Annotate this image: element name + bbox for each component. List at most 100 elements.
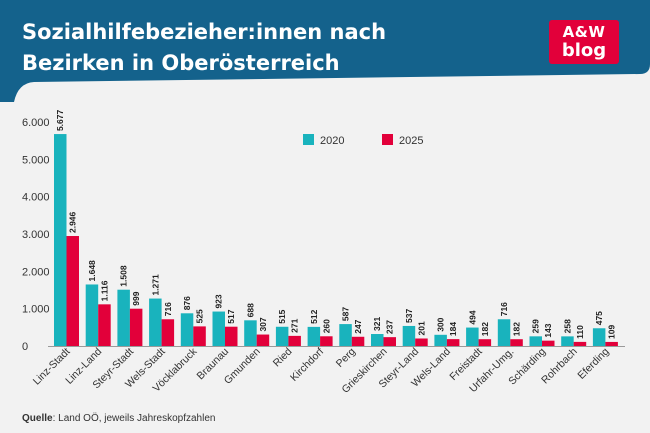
bar-2025 — [478, 339, 492, 346]
bar-value-label: 321 — [372, 317, 382, 331]
bar-2025 — [193, 326, 206, 346]
bar-2020 — [117, 289, 130, 346]
y-tick-label: 2.000 — [22, 266, 50, 278]
bar-2025 — [129, 308, 143, 346]
legend-label-2025: 2025 — [399, 135, 423, 147]
bar-2025 — [161, 319, 175, 346]
bar-value-label: 525 — [195, 309, 205, 323]
bar-value-label: 143 — [543, 323, 553, 337]
bar-value-label: 515 — [277, 309, 287, 323]
bar-2020 — [244, 320, 257, 346]
y-tick-label: 1.000 — [22, 304, 50, 316]
source-label: Quelle — [22, 413, 53, 424]
bar-2025 — [573, 341, 587, 346]
bar-value-label: 512 — [309, 309, 319, 323]
x-tick-label: Ried — [271, 346, 295, 370]
bar-2020 — [149, 298, 162, 346]
bar-value-label: 258 — [562, 319, 572, 333]
bar-value-label: 2.946 — [68, 211, 78, 233]
bar-value-label: 184 — [448, 322, 458, 336]
logo-line2: blog — [561, 40, 607, 61]
bar-value-label: 923 — [214, 294, 224, 308]
legend-swatch-2020 — [303, 134, 314, 145]
bar-value-label: 307 — [258, 317, 268, 331]
bar-value-label: 1.508 — [119, 265, 129, 287]
bar-2025 — [510, 339, 523, 346]
bar-value-label: 300 — [436, 317, 446, 331]
bar-2020 — [371, 334, 384, 346]
header: Sozialhilfebezieher:innen nach Bezirken … — [0, 0, 650, 102]
header-background — [0, 0, 650, 102]
x-tick-label: Eferding — [575, 346, 611, 382]
bar-2020 — [54, 134, 67, 346]
bar-2020 — [180, 313, 194, 346]
bar-value-label: 271 — [290, 318, 300, 332]
legend: 2020 2025 — [303, 134, 423, 147]
bar-value-label: 201 — [416, 321, 426, 335]
page-title: Sozialhilfebezieher:innen nach Bezirken … — [22, 20, 387, 75]
bar-value-label: 260 — [321, 319, 331, 333]
bar-2020 — [307, 326, 321, 346]
bar-2025 — [320, 336, 333, 346]
bar-2025 — [351, 336, 365, 346]
bars — [54, 134, 618, 346]
logo-line1: A&W — [562, 23, 606, 41]
bar-value-label: 876 — [182, 296, 192, 310]
bar-2025 — [415, 338, 428, 346]
y-tick-label: 3.000 — [22, 229, 50, 241]
x-tick-label: Kirchdorf — [288, 346, 326, 384]
bar-2025 — [66, 236, 79, 346]
bar-2025 — [383, 337, 396, 346]
bar-2020 — [85, 284, 99, 346]
aw-blog-logo[interactable]: A&W blog — [549, 20, 619, 64]
x-axis-labels: Linz-StadtLinz-LandSteyr-StadtWels-Stadt… — [31, 345, 612, 396]
bar-2025 — [605, 341, 618, 346]
bar-value-label: 517 — [226, 309, 236, 323]
y-tick-label: 5.000 — [22, 154, 50, 166]
bar-value-label: 716 — [499, 302, 509, 316]
bar-2020 — [529, 336, 542, 346]
y-tick-label: 4.000 — [22, 192, 50, 204]
bar-2020 — [275, 326, 289, 346]
bar-value-label: 537 — [404, 308, 414, 322]
bar-2025 — [446, 339, 460, 346]
legend-swatch-2025 — [382, 134, 393, 145]
bar-2020 — [466, 327, 479, 346]
bar-value-label: 1.116 — [99, 280, 109, 301]
bar-value-label: 494 — [467, 310, 477, 324]
bar-value-label: 688 — [245, 303, 255, 317]
bar-value-label: 587 — [341, 307, 351, 321]
bar-2025 — [98, 304, 111, 346]
y-tick-label: 0 — [22, 341, 28, 353]
bar-2025 — [225, 326, 238, 346]
source-note: Quelle: Land OÖ, jeweils Jahreskopfzahle… — [22, 413, 215, 424]
bar-value-label: 1.271 — [150, 274, 160, 296]
bar-value-label: 237 — [385, 320, 395, 334]
bar-value-label: 716 — [163, 302, 173, 316]
bar-value-label: 109 — [607, 324, 617, 338]
bar-value-label: 1.648 — [87, 260, 97, 282]
bar-value-label: 182 — [480, 322, 490, 336]
bar-value-label: 999 — [131, 291, 141, 305]
y-tick-label: 6.000 — [22, 117, 50, 129]
bar-value-label: 182 — [512, 322, 522, 336]
bar-2025 — [256, 334, 270, 346]
legend-label-2020: 2020 — [320, 135, 344, 147]
bar-2025 — [542, 340, 555, 346]
bar-2020 — [434, 334, 447, 346]
bar-value-label: 110 — [575, 325, 585, 339]
y-axis: 0 1.000 2.000 3.000 4.000 5.000 6.000 — [22, 117, 50, 353]
bar-value-label: 475 — [594, 311, 604, 325]
bar-value-label: 247 — [353, 319, 363, 333]
x-tick-label: Perg — [334, 346, 358, 370]
bar-value-label: 5.677 — [55, 110, 65, 132]
bar-2020 — [497, 319, 511, 346]
bar-value-label: 259 — [531, 319, 541, 333]
bar-2020 — [339, 324, 352, 346]
bar-2020 — [402, 325, 416, 346]
bar-2020 — [592, 328, 606, 346]
bar-2020 — [561, 336, 574, 346]
source-text: : Land OÖ, jeweils Jahreskopfzahlen — [52, 413, 216, 424]
